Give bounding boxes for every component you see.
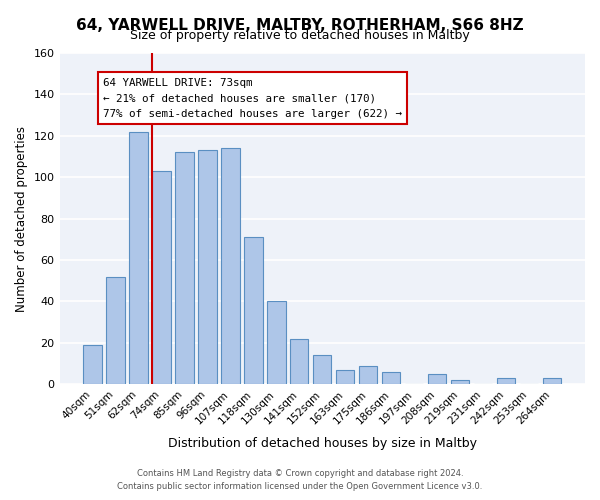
Bar [497, 378, 515, 384]
Bar [221, 148, 239, 384]
Bar [313, 355, 331, 384]
Text: 64 YARWELL DRIVE: 73sqm
← 21% of detached houses are smaller (170)
77% of semi-d: 64 YARWELL DRIVE: 73sqm ← 21% of detache… [103, 78, 402, 119]
Text: Contains HM Land Registry data © Crown copyright and database right 2024.
Contai: Contains HM Land Registry data © Crown c… [118, 470, 482, 491]
Bar [106, 276, 125, 384]
Bar [428, 374, 446, 384]
Bar [267, 302, 286, 384]
Bar [175, 152, 194, 384]
Bar [83, 345, 102, 384]
Text: 64, YARWELL DRIVE, MALTBY, ROTHERHAM, S66 8HZ: 64, YARWELL DRIVE, MALTBY, ROTHERHAM, S6… [76, 18, 524, 32]
Bar [336, 370, 355, 384]
Bar [359, 366, 377, 384]
Bar [543, 378, 561, 384]
Bar [152, 171, 170, 384]
Bar [451, 380, 469, 384]
Bar [244, 237, 263, 384]
Bar [290, 338, 308, 384]
X-axis label: Distribution of detached houses by size in Maltby: Distribution of detached houses by size … [168, 437, 477, 450]
Bar [130, 132, 148, 384]
Y-axis label: Number of detached properties: Number of detached properties [15, 126, 28, 312]
Bar [198, 150, 217, 384]
Bar [382, 372, 400, 384]
Text: Size of property relative to detached houses in Maltby: Size of property relative to detached ho… [130, 28, 470, 42]
